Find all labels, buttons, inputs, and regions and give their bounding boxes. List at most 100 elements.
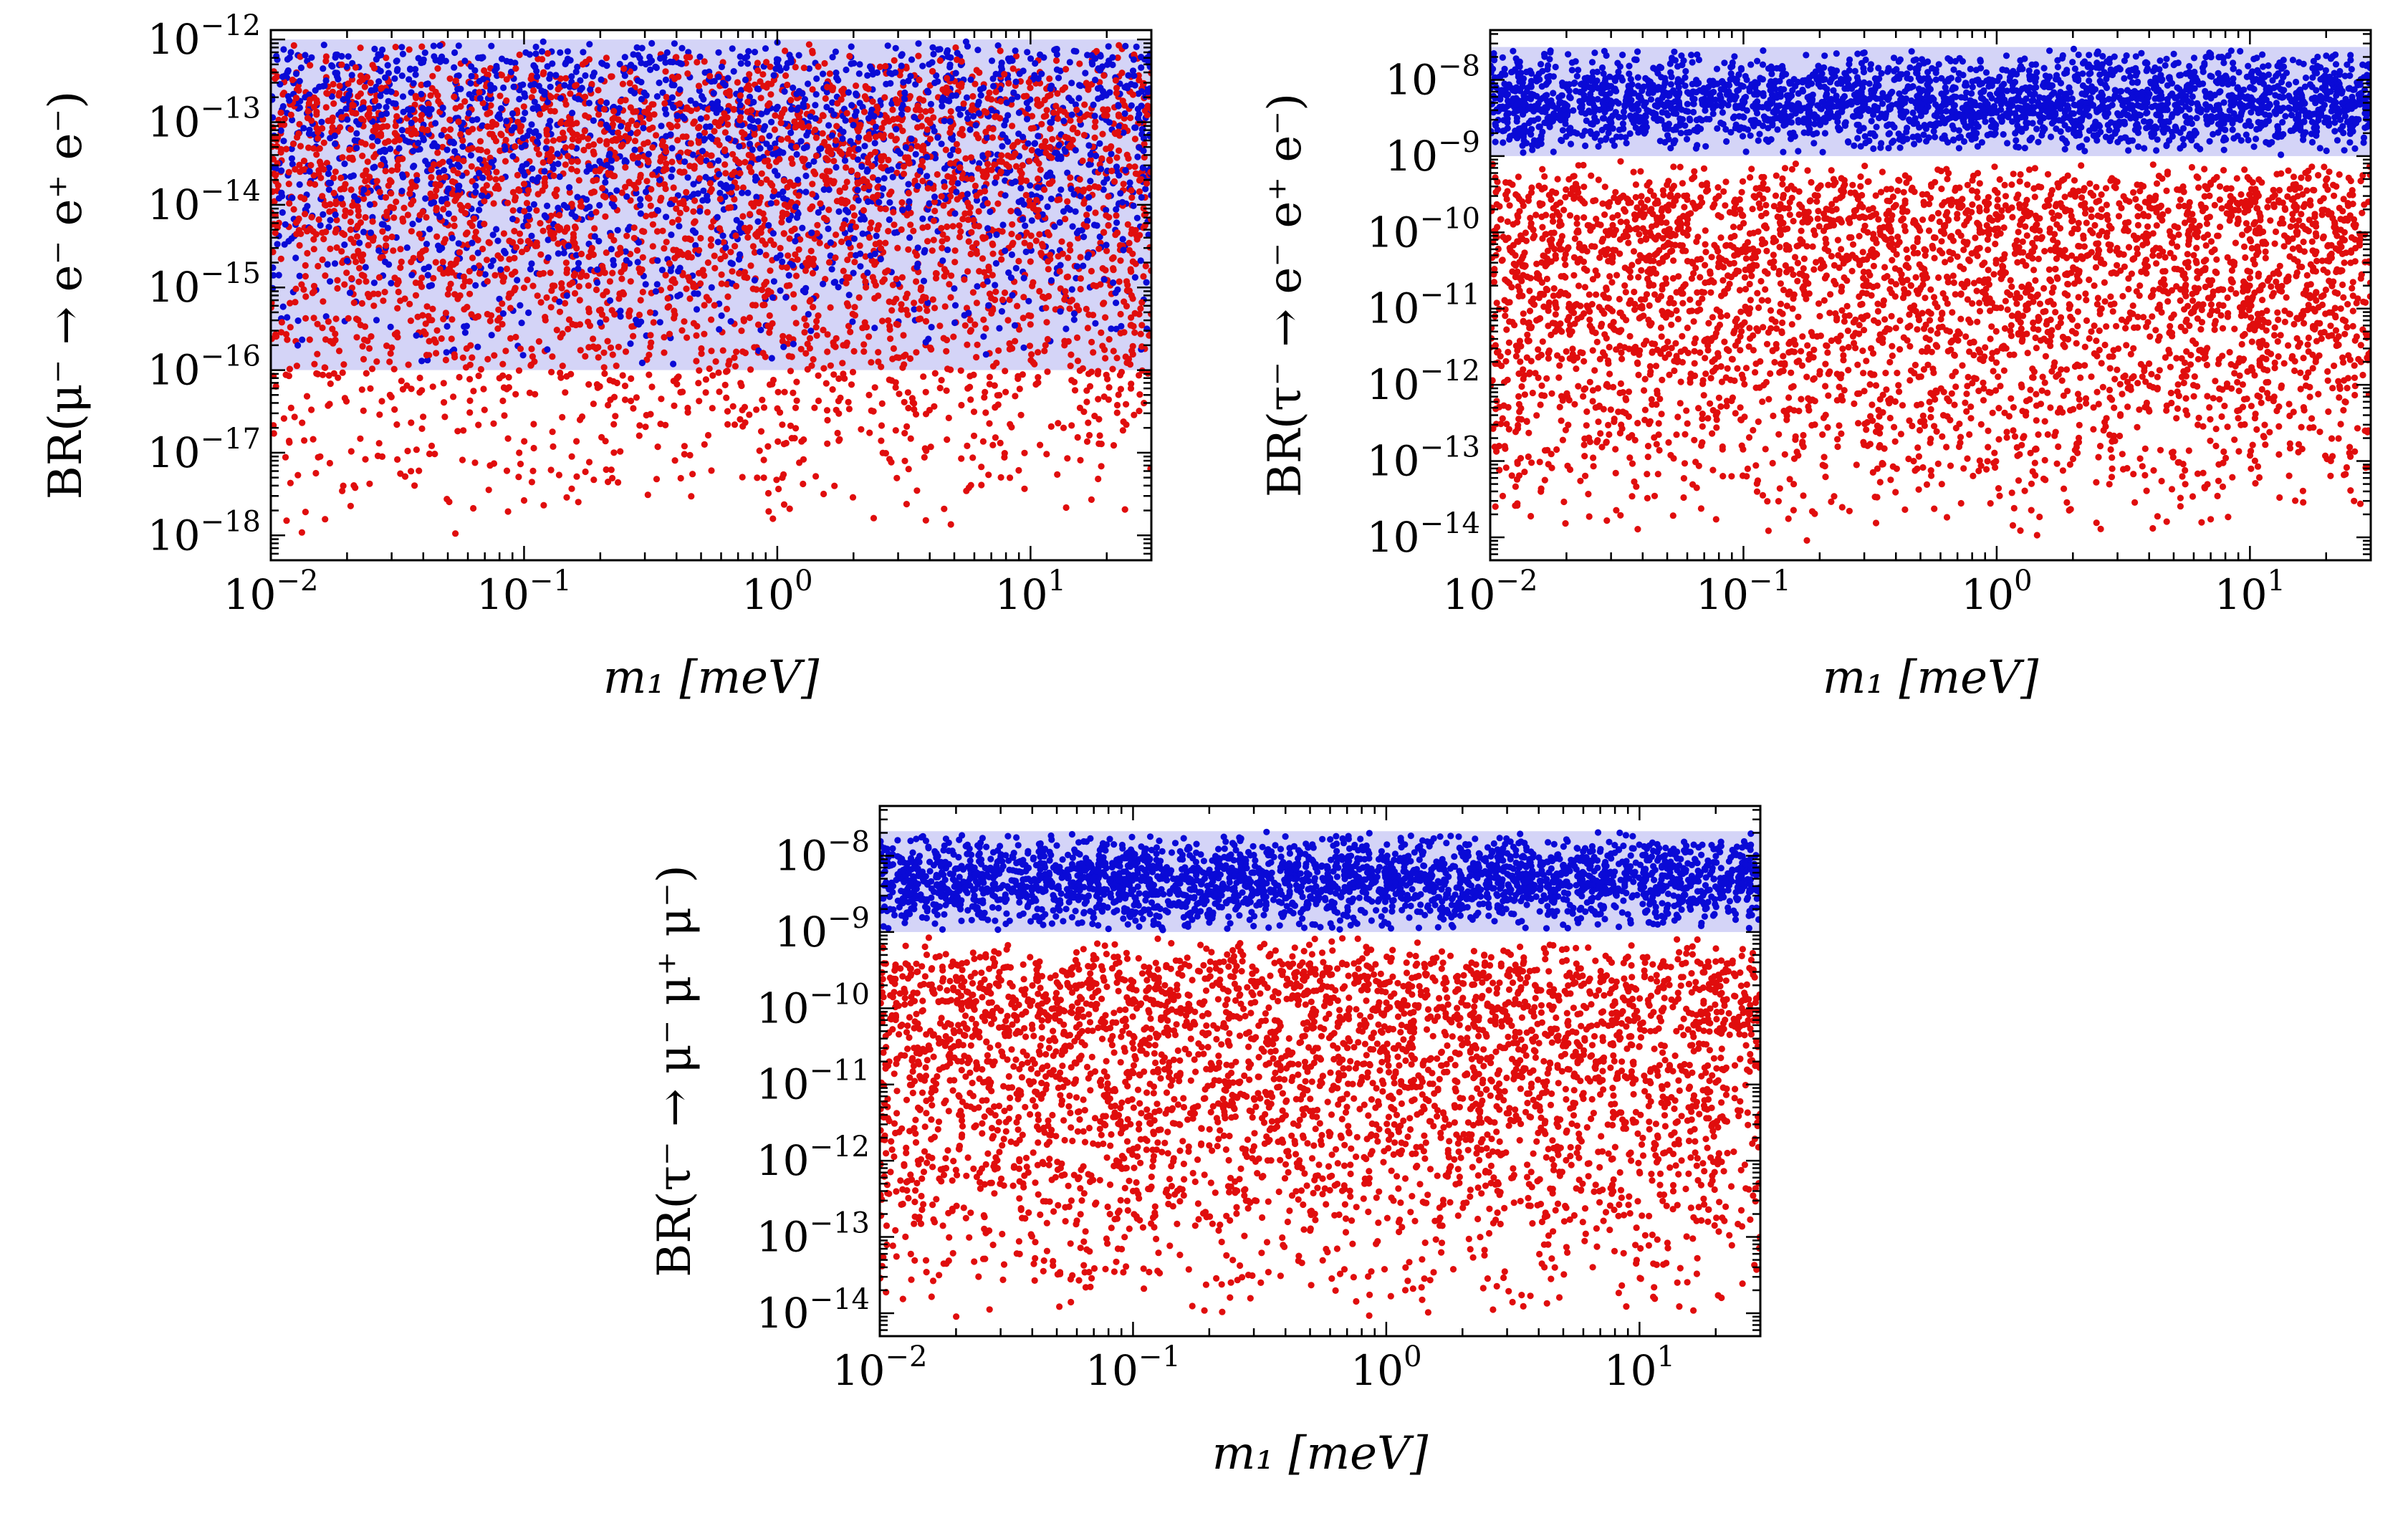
point-blue [1044,171,1051,178]
point-blue [454,161,461,168]
point-blue [751,277,758,284]
point-blue [598,76,605,83]
point-blue [710,90,717,97]
point-red [639,289,646,296]
point-red [851,259,858,266]
point-blue [702,123,710,130]
point-red [398,258,405,266]
point-red [901,430,908,437]
point-red [559,363,566,370]
point-blue [674,292,681,299]
point-red [868,219,875,226]
point-red [944,235,951,242]
point-blue [799,224,806,231]
point-red [792,425,800,432]
point-red [850,347,858,355]
point-red [724,281,731,288]
point-red [550,230,557,237]
point-red [378,398,385,405]
point-blue [405,138,412,145]
point-red [582,468,589,476]
point-blue [1016,70,1023,77]
point-blue [1137,257,1144,264]
point-red [764,149,772,156]
point-blue [277,127,284,134]
point-red [825,259,833,266]
point-red [1035,175,1042,183]
point-red [624,125,631,133]
point-red [683,54,691,61]
point-red [878,125,886,132]
point-blue [377,92,384,100]
point-red [917,113,924,120]
point-blue [398,188,406,195]
point-red [1085,419,1092,426]
point-red [1088,496,1095,504]
point-red [404,447,411,455]
point-red [608,466,615,474]
point-blue [602,178,609,186]
point-blue [534,174,542,181]
point-red [342,207,349,214]
point-red [916,107,924,114]
point-red [683,285,690,292]
point-red [383,123,391,130]
point-red [947,521,954,528]
point-blue [566,83,573,90]
point-red [562,101,570,108]
point-blue [835,284,842,291]
point-red [859,325,866,332]
point-blue [946,64,954,71]
point-red [479,245,486,253]
chart-panel-top-left: 10−2 10−1 100 10110−1810−1710−1610−1510−141… [39,9,1153,704]
point-blue [332,211,339,219]
point-blue [1130,202,1137,209]
point-red [823,216,830,224]
point-red [943,347,950,355]
point-red [327,201,334,208]
point-red [689,471,696,478]
point-red [889,282,896,289]
point-red [1080,200,1088,207]
point-blue [891,229,898,236]
point-red [1046,75,1053,82]
point-red [1091,123,1098,130]
point-red [730,105,737,112]
point-blue [433,143,441,150]
point-red [676,209,683,216]
point-red [875,349,882,356]
point-red [442,236,449,243]
point-red [626,80,633,87]
point-blue [1093,222,1100,229]
point-red [1123,302,1131,309]
point-red [792,320,800,327]
point-red [816,239,823,246]
point-blue [541,168,548,175]
point-red [882,239,889,246]
point-red [454,170,461,177]
point-blue [724,75,731,82]
point-blue [714,239,721,246]
point-blue [1120,129,1127,136]
point-red [1054,115,1062,123]
point-blue [737,251,744,258]
point-red [1047,251,1054,259]
point-red [1095,395,1102,403]
point-red [277,255,284,262]
point-red [310,315,317,322]
point-blue [598,59,605,67]
point-red [1105,193,1112,200]
point-red [972,182,979,190]
point-red [1131,329,1138,336]
point-red [1138,343,1146,350]
point-blue [451,64,458,71]
point-red [280,415,287,422]
point-red [849,368,857,376]
point-red [1080,188,1087,195]
point-red [512,244,520,251]
point-red [833,137,840,144]
point-blue [1125,72,1132,79]
point-red [871,148,879,155]
point-red [885,317,892,324]
point-red [428,442,436,450]
